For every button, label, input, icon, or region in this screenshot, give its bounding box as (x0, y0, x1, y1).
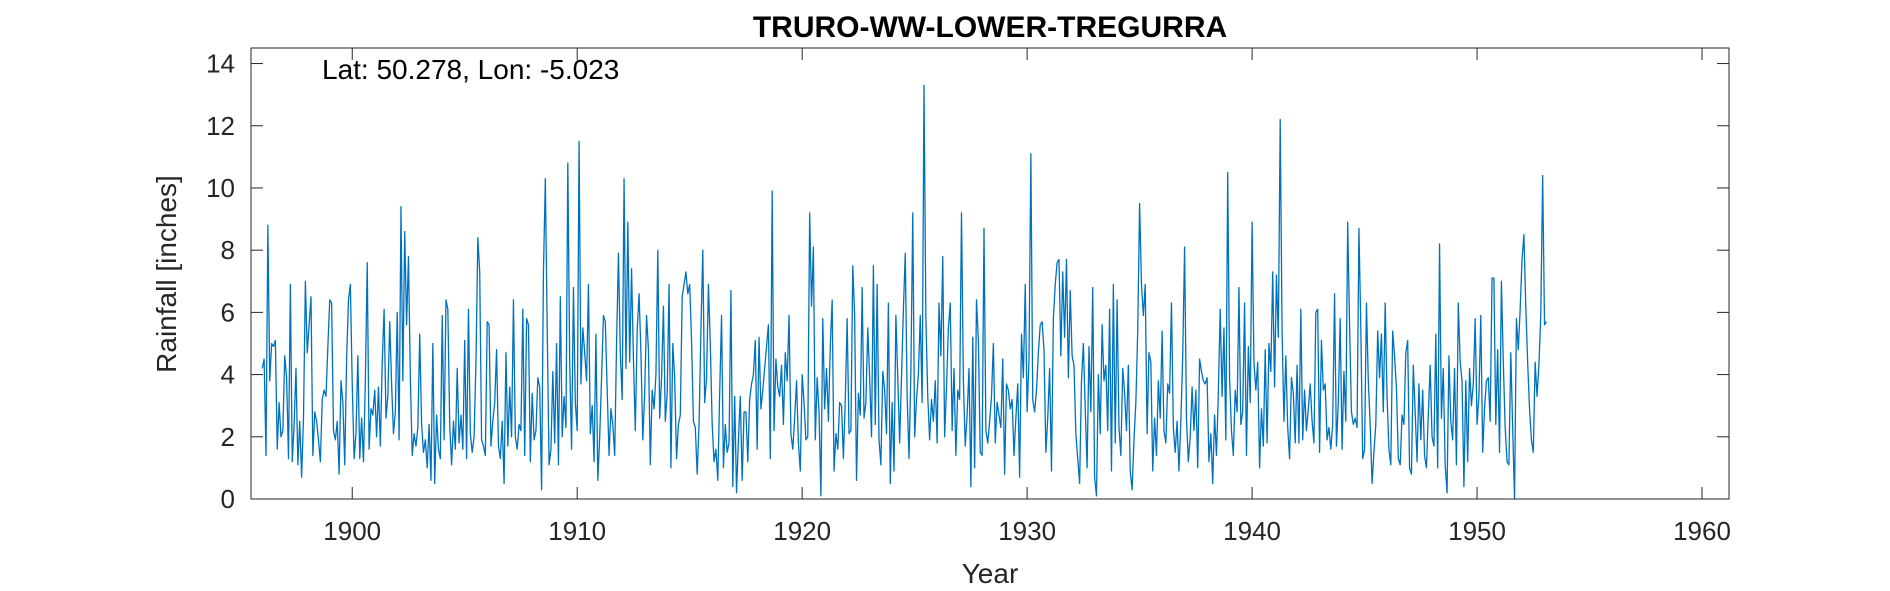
y-axis-title: Rainfall [inches] (151, 175, 182, 373)
x-tick-label: 1930 (998, 516, 1056, 546)
chart-title: TRURO-WW-LOWER-TREGURRA (753, 11, 1227, 44)
x-axis-title: Year (962, 558, 1019, 589)
x-tick-label: 1950 (1448, 516, 1506, 546)
y-tick-label: 6 (221, 297, 235, 327)
x-tick-label: 1900 (323, 516, 381, 546)
x-tick-label: 1940 (1223, 516, 1281, 546)
plot-background (251, 48, 1729, 499)
y-tick-label: 12 (206, 111, 235, 141)
x-tick-label: 1920 (773, 516, 831, 546)
y-tick-label: 10 (206, 173, 235, 203)
y-tick-label: 8 (221, 235, 235, 265)
y-tick-label: 4 (221, 360, 235, 390)
y-axis-ticks: 0 2 4 6 8 10 12 14 (206, 49, 1729, 514)
location-annotation: Lat: 50.278, Lon: -5.023 (322, 54, 619, 85)
y-tick-label: 14 (206, 49, 235, 79)
y-tick-label: 2 (221, 422, 235, 452)
x-tick-label: 1960 (1673, 516, 1731, 546)
rainfall-series-line (261, 84, 1547, 500)
y-tick-label: 0 (221, 484, 235, 514)
plot-frame (250, 47, 1730, 500)
x-tick-label: 1910 (548, 516, 606, 546)
x-axis-ticks: 1900 1910 1920 1930 1940 1950 1960 (323, 48, 1731, 546)
